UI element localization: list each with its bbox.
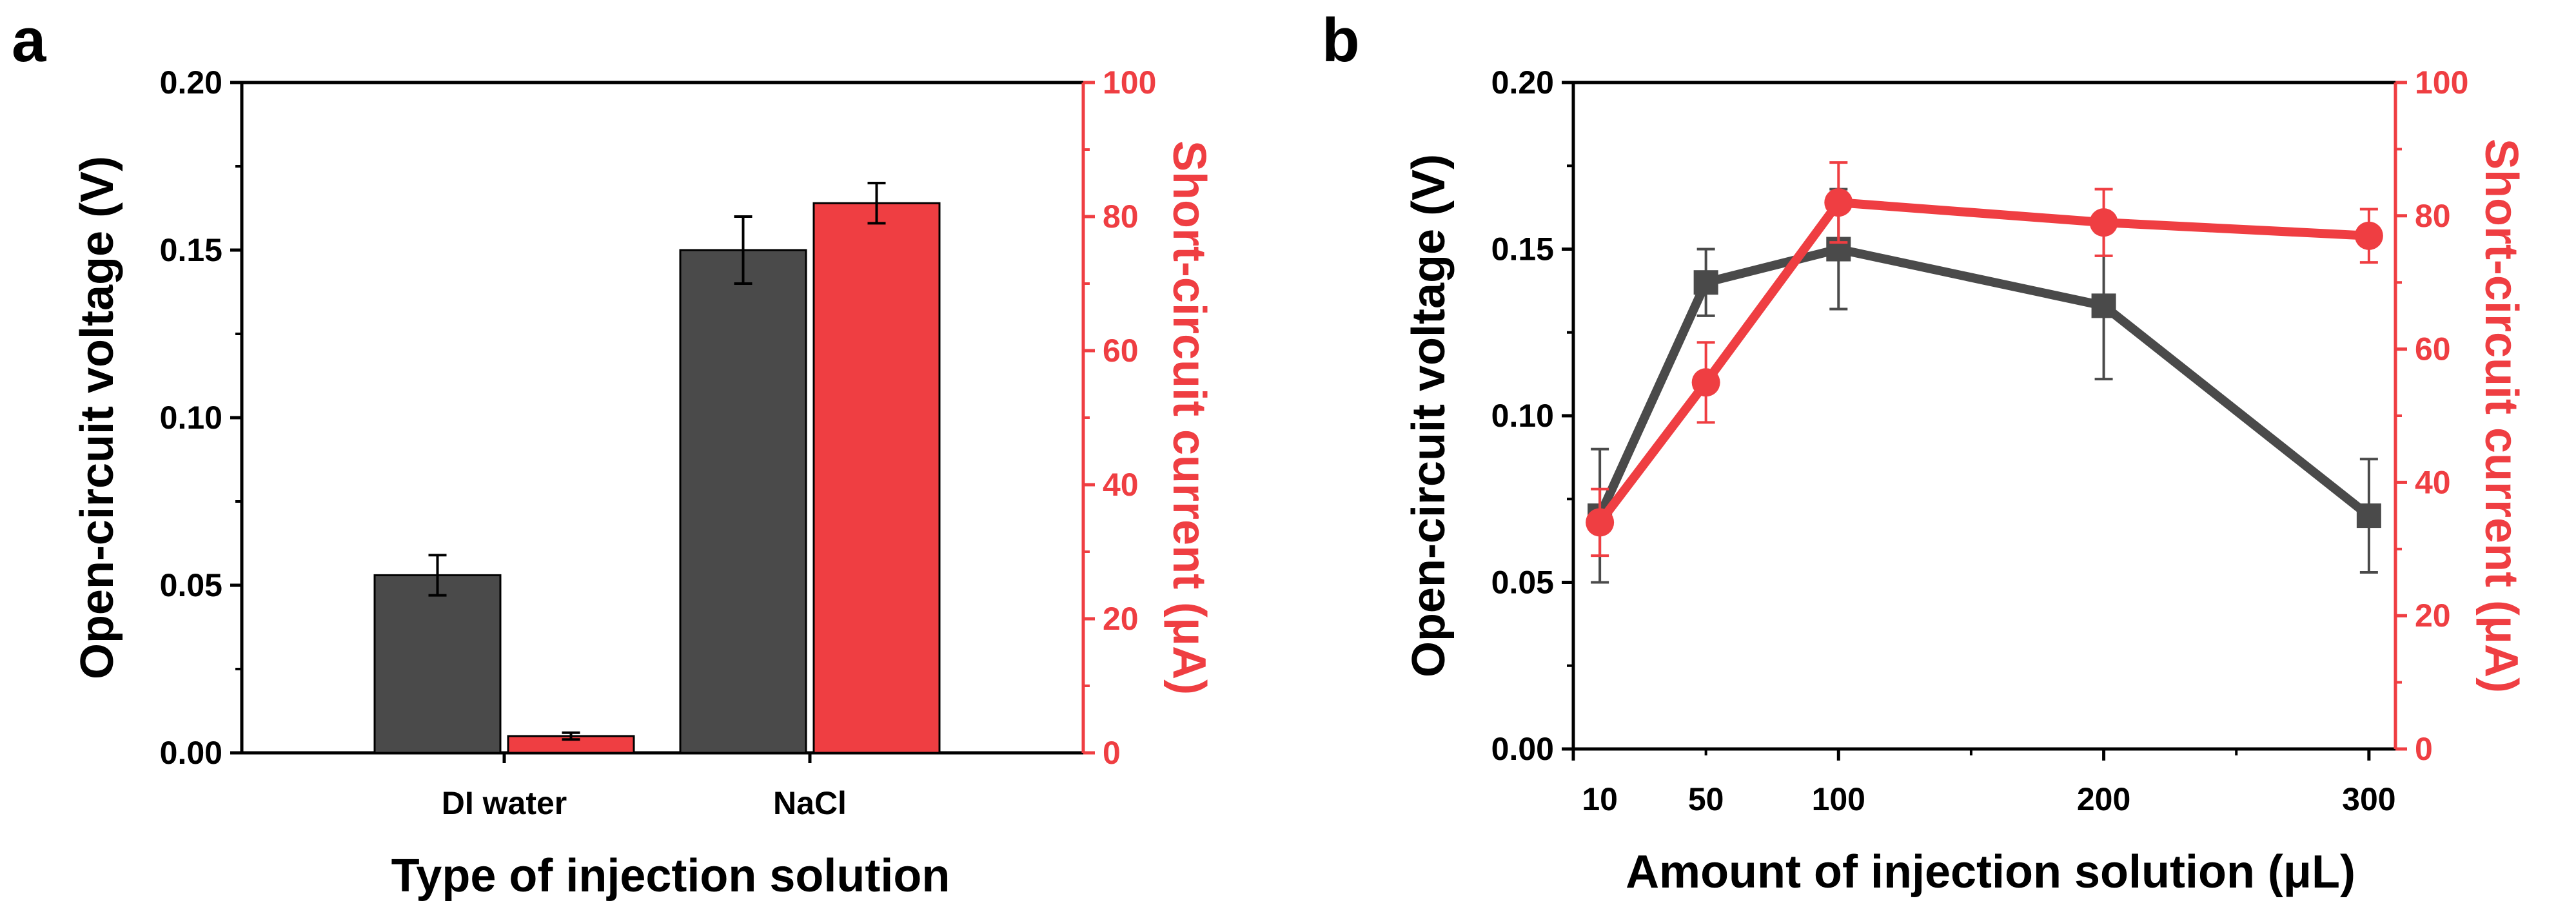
data-point (1693, 270, 1718, 295)
x-axis-title: Amount of injection solution (μL) (1626, 846, 2355, 898)
x-tick-label: 100 (1812, 781, 1865, 817)
x-tick-label: 10 (1582, 781, 1618, 817)
panel-label-b: b (1322, 6, 1360, 75)
x-tick-label: DI water (442, 785, 567, 821)
y2-tick-label: 100 (1103, 64, 1156, 101)
y2-tick-label: 0 (1103, 735, 1121, 771)
x-tick-label: 200 (2077, 781, 2130, 817)
bar (812, 202, 941, 754)
y2-tick-label: 20 (2415, 598, 2451, 634)
y2-tick-label: 40 (1103, 467, 1139, 503)
y2-tick-label: 100 (2415, 64, 2468, 101)
bar (373, 574, 502, 754)
y-tick-label: 0.05 (1491, 565, 1554, 601)
y-tick-label: 0.05 (160, 567, 222, 603)
y2-tick-label: 80 (2415, 198, 2451, 234)
y-tick-label: 0.20 (1491, 64, 1554, 101)
y-tick-label: 0.00 (160, 735, 222, 771)
data-point (2091, 293, 2116, 318)
y-tick-label: 0.00 (1491, 731, 1554, 767)
data-point (2354, 221, 2383, 250)
data-point (1824, 188, 1853, 217)
y2-tick-label: 60 (2415, 331, 2451, 367)
data-point (1691, 368, 1720, 397)
y-axis-title: Open-circuit voltage (V) (1403, 154, 1455, 677)
y-axis-title: Open-circuit voltage (V) (72, 156, 123, 679)
x-axis-title: Type of injection solution (391, 850, 950, 902)
y-tick-label: 0.15 (1491, 231, 1554, 267)
data-point (2089, 208, 2118, 237)
y-tick-label: 0.20 (160, 64, 222, 101)
y-tick-label: 0.10 (1491, 398, 1554, 434)
x-tick-label: 300 (2342, 781, 2395, 817)
data-point (2356, 503, 2381, 529)
y-tick-label: 0.15 (160, 232, 222, 268)
y2-axis-title: Short-circuit current (μA) (1163, 141, 1215, 695)
x-tick-label: NaCl (773, 785, 847, 821)
y2-axis-title: Short-circuit current (μA) (2475, 139, 2527, 693)
x-tick-label: 50 (1688, 781, 1724, 817)
chart-a: 0.00 0.05 0.10 0.15 0.20 0 20 40 60 80 100 Open-cir… (72, 64, 1215, 902)
data-point (1586, 508, 1615, 537)
chart-b: 0.00 0.05 0.10 0.15 0.20 0 20 40 60 80 100 Open-cir… (1403, 64, 2527, 898)
panel-label-a: a (12, 6, 46, 75)
bar (679, 249, 807, 754)
y2-tick-label: 60 (1103, 333, 1139, 369)
y-tick-label: 0.10 (160, 400, 222, 436)
y2-tick-label: 0 (2415, 731, 2433, 767)
y2-tick-label: 80 (1103, 199, 1139, 235)
series-line (1596, 198, 2370, 525)
y2-tick-label: 40 (2415, 464, 2451, 500)
y2-tick-label: 20 (1103, 601, 1139, 637)
